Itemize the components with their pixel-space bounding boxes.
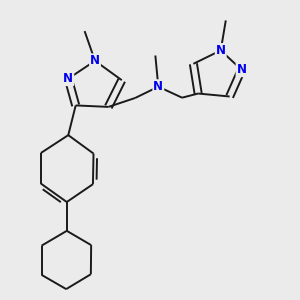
Text: N: N bbox=[236, 63, 247, 76]
Text: N: N bbox=[216, 44, 226, 57]
Text: N: N bbox=[63, 72, 73, 85]
Text: N: N bbox=[153, 80, 163, 93]
Text: N: N bbox=[90, 54, 100, 67]
